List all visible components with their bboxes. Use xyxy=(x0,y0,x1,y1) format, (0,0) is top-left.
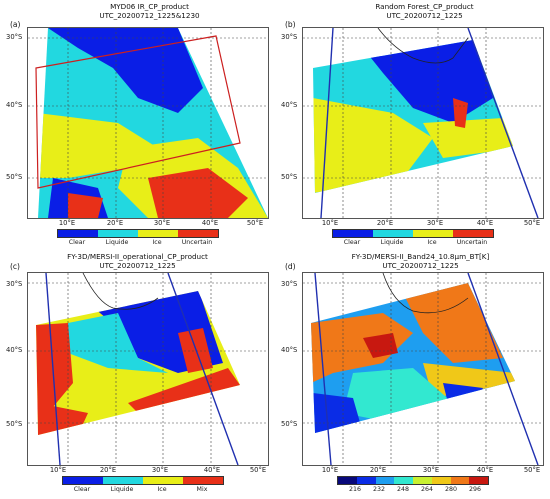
panel-b-lon-20: 20°E xyxy=(376,219,394,227)
panel-a: MYD06 IR_CP_product UTC_20200712_1225&12… xyxy=(0,0,275,250)
panel-d-tick-248: 248 xyxy=(396,486,410,493)
panel-a-lon-20: 20°E xyxy=(106,219,124,227)
panel-a-lon-50: 50°E xyxy=(246,219,264,227)
panel-b-legend-ice: Ice xyxy=(427,239,437,246)
panel-c-lon-30: 30°E xyxy=(151,466,169,474)
panel-d-swath xyxy=(303,273,543,465)
panel-a-lat-40: 40°S xyxy=(6,101,23,109)
panel-c-swath xyxy=(28,273,268,465)
panel-b: Random Forest_CP_product UTC_20200712_12… xyxy=(275,0,550,250)
panel-c-legend-bar xyxy=(62,476,224,485)
panel-d-colorbar xyxy=(337,476,489,485)
panel-c-lon-50: 50°E xyxy=(249,466,267,474)
panel-a-swath xyxy=(28,28,268,218)
panel-a-legend-uncertain: Uncertain xyxy=(181,239,213,246)
panel-d-tick-296: 296 xyxy=(468,486,482,493)
panel-c-lat-40: 40°S xyxy=(6,346,23,354)
panel-b-map xyxy=(302,27,544,219)
panel-d-label: (d) xyxy=(285,262,296,271)
panel-d-subtitle: UTC_20200712_1225 xyxy=(382,261,459,270)
panel-d-lon-20: 20°E xyxy=(369,466,387,474)
panel-d-lon-30: 30°E xyxy=(422,466,440,474)
panel-b-label: (b) xyxy=(285,20,296,29)
panel-a-legend-swatch xyxy=(138,230,178,237)
panel-c-legend-clear: Clear xyxy=(73,486,91,493)
panel-b-lon-10: 10°E xyxy=(321,219,339,227)
panel-b-lon-40: 40°E xyxy=(476,219,494,227)
panel-b-legend-liquide: Liquide xyxy=(380,239,404,246)
panel-b-legend-uncertain: Uncertain xyxy=(456,239,488,246)
panel-b-lat-50: 50°S xyxy=(281,173,298,181)
panel-c-legend-liquide: Liquide xyxy=(110,486,134,493)
panel-a-legend-swatch xyxy=(58,230,98,237)
panel-d-tick-280: 280 xyxy=(444,486,458,493)
panel-a-subtitle: UTC_20200712_1225&1230 xyxy=(99,11,200,20)
panel-b-swath xyxy=(303,28,543,218)
panel-d-tick-264: 264 xyxy=(420,486,434,493)
panel-b-lon-50: 50°E xyxy=(523,219,541,227)
panel-a-legend-clear: Clear xyxy=(68,239,86,246)
panel-a-lat-30: 30°S xyxy=(6,33,23,41)
panel-b-subtitle: UTC_20200712_1225 xyxy=(386,11,463,20)
panel-d-map xyxy=(302,272,544,466)
panel-c-map xyxy=(27,272,269,466)
panel-d-lat-50: 50°S xyxy=(281,420,298,428)
panel-a-legend-liquide: Liquide xyxy=(105,239,129,246)
panel-c-lat-30: 30°S xyxy=(6,280,23,288)
panel-d-lat-30: 30°S xyxy=(281,280,298,288)
panel-c-lat-50: 50°S xyxy=(6,420,23,428)
panel-a-legend-swatch xyxy=(98,230,138,237)
panel-a-legend-bar xyxy=(57,229,219,238)
panel-b-legend-clear: Clear xyxy=(343,239,361,246)
panel-c-lon-20: 20°E xyxy=(99,466,117,474)
panel-b-legend-bar xyxy=(332,229,494,238)
panel-c-label: (c) xyxy=(10,262,20,271)
panel-a-lon-10: 10°E xyxy=(58,219,76,227)
panel-a-map xyxy=(27,27,269,219)
panel-c-title: FY-3D/MERSI-II_operational_CP_product xyxy=(67,252,208,261)
panel-c-lon-40: 40°E xyxy=(203,466,221,474)
panel-a-label: (a) xyxy=(10,20,21,29)
panel-d-lon-50: 50°E xyxy=(523,466,541,474)
panel-c-subtitle: UTC_20200712_1225 xyxy=(99,261,176,270)
panel-a-lon-40: 40°E xyxy=(201,219,219,227)
panel-d-lat-40: 40°S xyxy=(281,346,298,354)
panel-c-legend-mix: Mix xyxy=(196,486,208,493)
panel-b-lat-40: 40°S xyxy=(281,101,298,109)
panel-a-title: MYD06 IR_CP_product xyxy=(110,2,189,11)
panel-a-lat-50: 50°S xyxy=(6,173,23,181)
panel-b-title: Random Forest_CP_product xyxy=(375,2,474,11)
panel-d: FY-3D/MERSI-II_Band24_10.8µm_BT[K] UTC_2… xyxy=(275,250,550,499)
panel-d-tick-216: 216 xyxy=(348,486,362,493)
panel-c-lon-10: 10°E xyxy=(49,466,67,474)
panel-c: FY-3D/MERSI-II_operational_CP_product UT… xyxy=(0,250,275,499)
panel-d-title: FY-3D/MERSI-II_Band24_10.8µm_BT[K] xyxy=(351,252,490,261)
panel-a-lon-30: 30°E xyxy=(153,219,171,227)
panel-b-lon-30: 30°E xyxy=(426,219,444,227)
panel-d-tick-232: 232 xyxy=(372,486,386,493)
panel-c-legend-ice: Ice xyxy=(157,486,167,493)
panel-d-lon-10: 10°E xyxy=(321,466,339,474)
panel-d-lon-40: 40°E xyxy=(476,466,494,474)
panel-a-legend-ice: Ice xyxy=(152,239,162,246)
panel-a-legend-swatch xyxy=(178,230,218,237)
panel-b-lat-30: 30°S xyxy=(281,33,298,41)
